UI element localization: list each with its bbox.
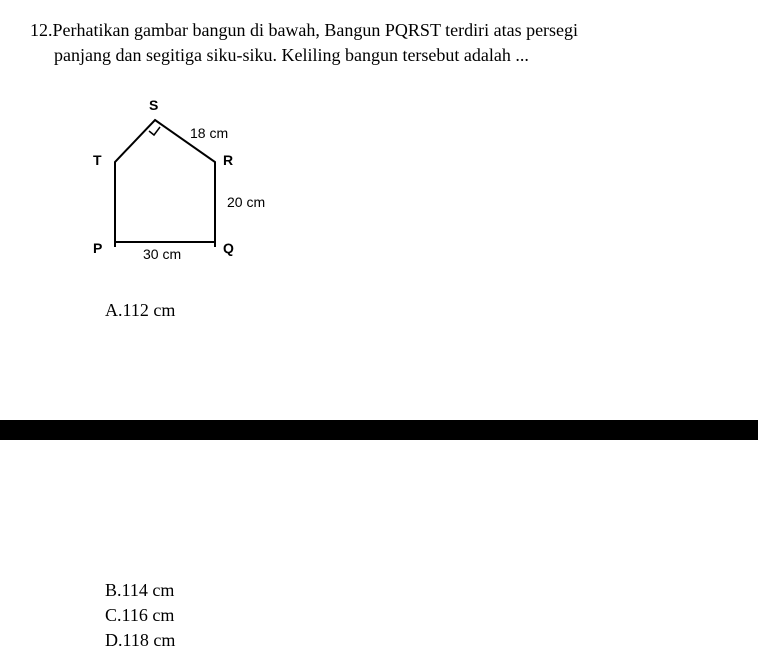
option-c: C.116 cm bbox=[105, 603, 175, 628]
question-block: 12.Perhatikan gambar bangun di bawah, Ba… bbox=[0, 0, 758, 68]
vertex-q: Q bbox=[223, 240, 234, 256]
options-bcd: B.114 cm C.116 cm D.118 cm bbox=[105, 578, 175, 654]
question-line2: panjang dan segitiga siku-siku. Keliling… bbox=[30, 43, 728, 68]
question-text: 12.Perhatikan gambar bangun di bawah, Ba… bbox=[30, 18, 728, 68]
vertex-r: R bbox=[223, 152, 233, 168]
question-line1: Perhatikan gambar bangun di bawah, Bangu… bbox=[53, 20, 579, 40]
measure-pq: 30 cm bbox=[143, 246, 181, 262]
option-a-text: 112 cm bbox=[123, 300, 176, 320]
vertex-t: T bbox=[93, 152, 102, 168]
vertex-p: P bbox=[93, 240, 102, 256]
option-d: D.118 cm bbox=[105, 628, 175, 653]
option-b: B.114 cm bbox=[105, 578, 175, 603]
option-d-label: D. bbox=[105, 630, 123, 650]
right-angle-mark bbox=[149, 127, 160, 135]
question-number: 12. bbox=[30, 20, 53, 40]
option-b-label: B. bbox=[105, 580, 122, 600]
option-c-text: 116 cm bbox=[122, 605, 175, 625]
measure-sr: 18 cm bbox=[190, 125, 228, 141]
option-d-text: 118 cm bbox=[123, 630, 176, 650]
option-a: A.112 cm bbox=[105, 300, 175, 321]
option-b-text: 114 cm bbox=[122, 580, 175, 600]
option-c-label: C. bbox=[105, 605, 122, 625]
separator-bar bbox=[0, 420, 758, 440]
vertex-s: S bbox=[149, 97, 158, 113]
figure-pqrst: S R Q P T 18 cm 20 cm 30 cm bbox=[105, 100, 305, 270]
option-a-label: A. bbox=[105, 300, 123, 320]
measure-rq: 20 cm bbox=[227, 194, 265, 210]
